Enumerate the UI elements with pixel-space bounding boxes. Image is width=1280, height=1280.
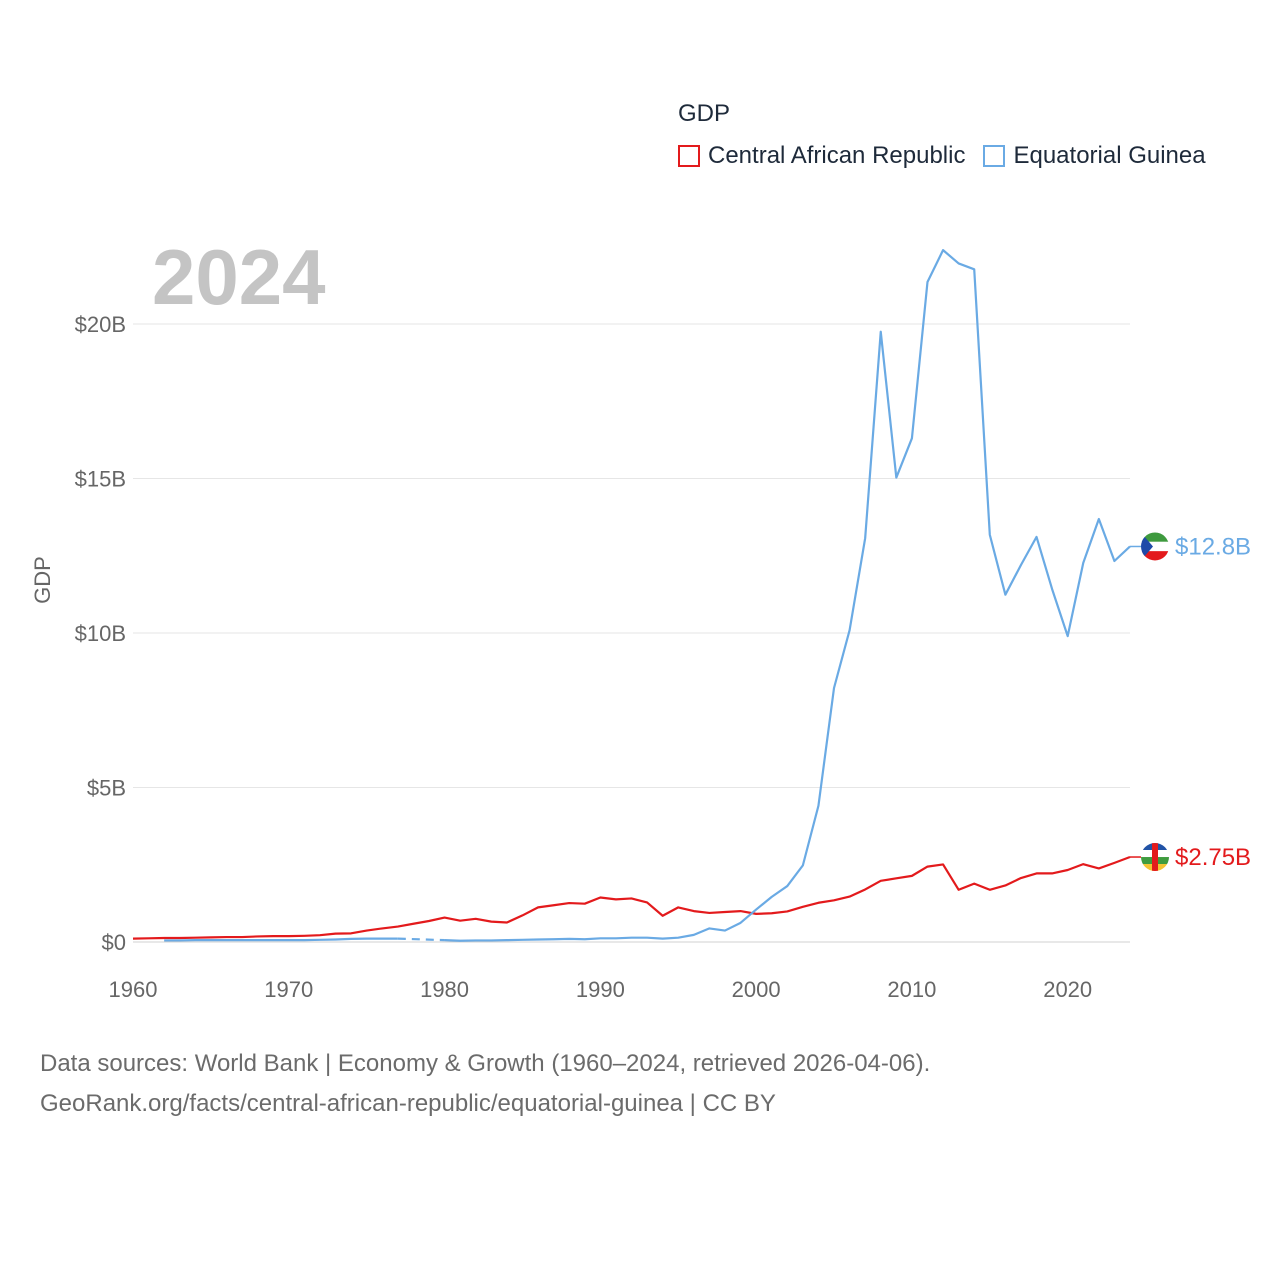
y-axis-title: GDP (30, 556, 55, 604)
footer-sources: Data sources: World Bank | Economy & Gro… (40, 1050, 931, 1077)
x-tick-label: 2010 (887, 977, 936, 1002)
series-line-central-african-republic (132, 855, 1131, 940)
series-line-equatorial-guinea (444, 249, 1131, 942)
series-gap-equatorial-guinea (397, 937, 445, 942)
legend-label-central-african-republic: Central African Republic (708, 142, 966, 169)
legend-swatch-equatorial-guinea (983, 145, 1006, 167)
end-value-label-equatorial-guinea: $12.8B (1175, 533, 1251, 560)
legend-label-equatorial-guinea: Equatorial Guinea (1013, 142, 1206, 169)
y-tick-label: $5B (87, 776, 126, 801)
legend-swatch-central-african-republic (678, 145, 700, 167)
legend-title: GDP (678, 100, 731, 127)
y-tick-label: $0 (102, 930, 126, 955)
series-line-equatorial-guinea (164, 937, 398, 942)
y-tick-label: $20B (75, 312, 126, 337)
flag-central-african-republic-icon (1141, 843, 1169, 872)
legend-item-equatorial-guinea[interactable]: Equatorial Guinea (983, 142, 1206, 170)
legend: Central African Republic Equatorial Guin… (678, 142, 1224, 170)
flag-equatorial-guinea-icon (1141, 532, 1169, 561)
end-value-label-central-african-republic: $2.75B (1175, 844, 1251, 871)
footer: Data sources: World Bank | Economy & Gro… (40, 1044, 930, 1124)
x-tick-label: 1990 (576, 977, 625, 1002)
footer-link[interactable]: GeoRank.org/facts/central-african-republ… (40, 1090, 776, 1117)
x-tick-label: 2000 (732, 977, 781, 1002)
x-tick-label: 2020 (1043, 977, 1092, 1002)
x-tick-label: 1980 (420, 977, 469, 1002)
legend-item-central-african-republic[interactable]: Central African Republic (678, 142, 965, 170)
year-label: 2024 (152, 233, 326, 321)
y-tick-label: $15B (75, 467, 126, 492)
x-tick-label: 1970 (264, 977, 313, 1002)
y-tick-label: $10B (75, 621, 126, 646)
x-tick-label: 1960 (109, 977, 158, 1002)
